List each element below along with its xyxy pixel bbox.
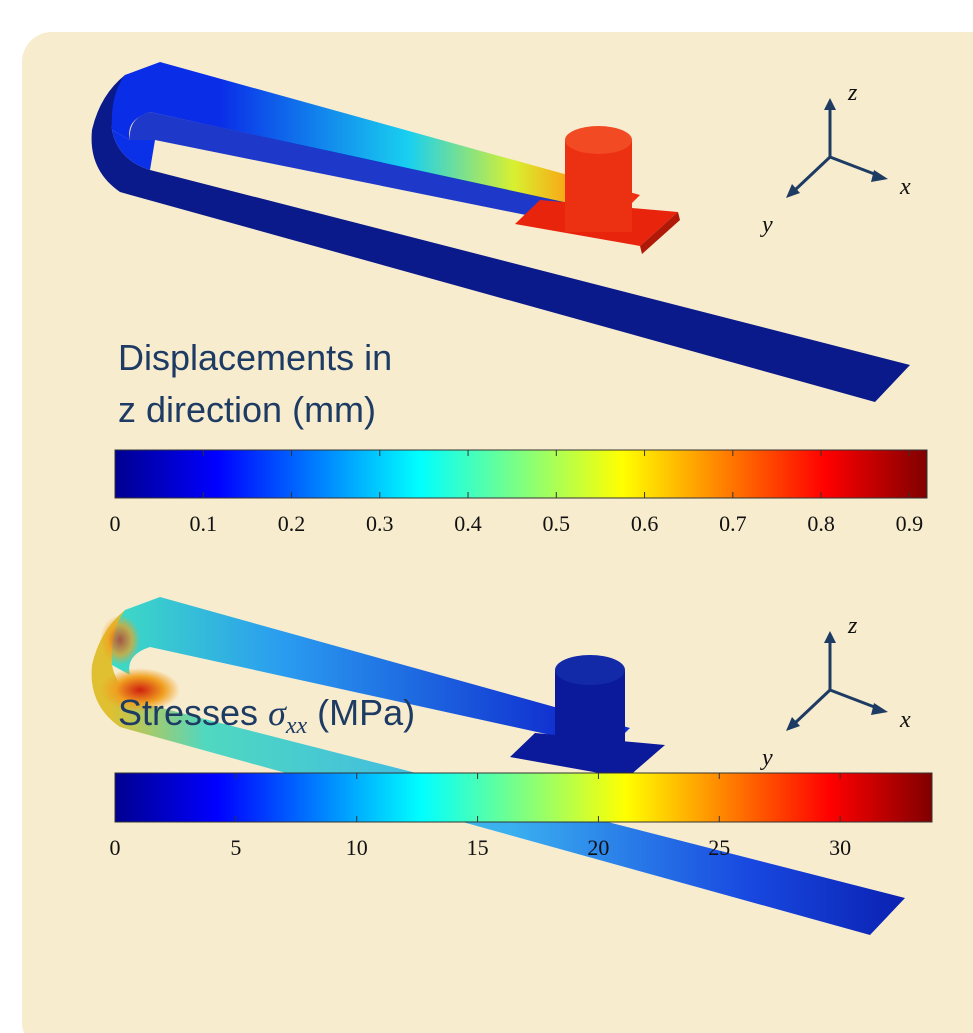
axis-label-z: z — [847, 80, 858, 106]
tick-label: 0.1 — [190, 511, 218, 536]
tick-label: 0.5 — [543, 511, 571, 536]
page: {"panels": [ {"title_lines": ["Displacem… — [0, 0, 973, 1033]
title-subscript: xx — [285, 713, 308, 739]
tick-label: 0.3 — [366, 511, 394, 536]
figure: z x y z x y Displacements in z direction… — [0, 0, 973, 1033]
axis-label-z: z — [847, 613, 858, 639]
axis-label-y: y — [760, 745, 773, 771]
tick-label: 0.2 — [278, 511, 306, 536]
tick-label: 0.8 — [807, 511, 835, 536]
axis-label-y: y — [760, 212, 773, 238]
tick-label: 0 — [110, 835, 121, 860]
axis-label-x: x — [899, 707, 911, 733]
title-suffix: (MPa) — [317, 692, 415, 733]
tick-label: 20 — [587, 835, 609, 860]
tick-label: 30 — [829, 835, 851, 860]
tick-label: 25 — [708, 835, 730, 860]
tick-label: 0.9 — [896, 511, 924, 536]
axis-label-x: x — [899, 174, 911, 200]
tick-label: 0.7 — [719, 511, 747, 536]
colorbar-gradient — [115, 773, 932, 822]
tick-label: 0 — [110, 511, 121, 536]
tick-label: 0.4 — [454, 511, 482, 536]
title-symbol: σ — [268, 693, 287, 733]
colorbar-title: z direction (mm) — [118, 389, 376, 430]
tick-label: 10 — [346, 835, 368, 860]
colorbar-title: Displacements in — [118, 337, 392, 378]
title-prefix: Stresses — [118, 692, 258, 733]
colorbar-gradient — [115, 450, 927, 498]
tick-label: 15 — [467, 835, 489, 860]
tick-label: 0.6 — [631, 511, 659, 536]
tick-label: 5 — [230, 835, 241, 860]
